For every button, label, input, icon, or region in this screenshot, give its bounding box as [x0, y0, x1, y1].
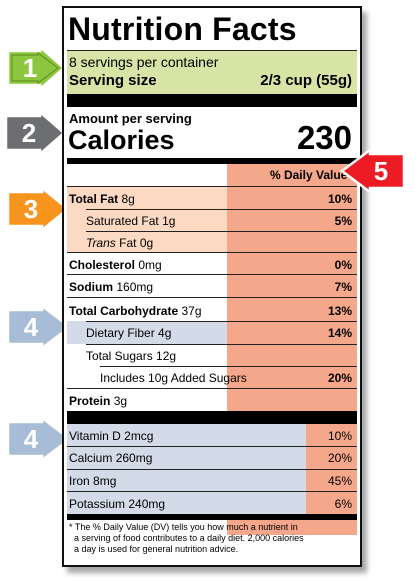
cholesterol-dv: 0%: [334, 258, 352, 272]
divider: [67, 491, 357, 492]
serving-band: [67, 51, 357, 94]
footnote-line-2: a serving of food contributes to a daily…: [74, 533, 304, 543]
calories-label: Calories: [68, 125, 175, 155]
total-fat-row: Total Fat 8g: [69, 192, 135, 206]
callout-1-arrow: 1: [6, 44, 66, 92]
callout-5-number: 5: [373, 156, 389, 186]
serving-size-value: 2/3 cup (55g): [260, 72, 352, 89]
callout-2-number: 2: [21, 118, 37, 148]
iron-dv: 45%: [327, 474, 352, 488]
total-carbohydrate-row: Total Carbohydrate 37g: [69, 304, 202, 318]
thick-divider: [67, 94, 357, 107]
divider: [67, 388, 357, 389]
amount-per-serving: Amount per serving: [69, 111, 192, 126]
total-carbohydrate-dv: 13%: [327, 304, 352, 318]
divider: [100, 366, 357, 367]
potassium-dv: 6%: [334, 497, 352, 511]
divider: [67, 446, 357, 447]
calcium-dv: 20%: [327, 451, 352, 465]
arrow-right-icon: [6, 185, 70, 233]
arrow-right-icon: [6, 44, 66, 92]
label-title: Nutrition Facts: [68, 11, 297, 47]
daily-value-header: % Daily Value*: [269, 168, 352, 182]
callout-5-arrow: 5: [339, 147, 406, 195]
footnote-line-3: a day is used for general nutrition advi…: [74, 544, 239, 554]
callout-3-arrow: 3: [6, 185, 70, 233]
iron-row: Iron 8mg: [69, 474, 117, 488]
potassium-row: Potassium 240mg: [69, 497, 166, 511]
sodium-dv: 7%: [334, 280, 352, 294]
divider: [67, 469, 357, 470]
divider: [86, 231, 357, 232]
divider: [67, 297, 357, 298]
arrow-left-icon: [339, 147, 406, 195]
fat-band: [67, 186, 227, 252]
trans-fat-row: Trans Fat 0g: [86, 236, 154, 250]
total-fat-dv: 10%: [327, 192, 352, 206]
added-sugars-dv: 20%: [327, 371, 352, 385]
servings-per-container: 8 servings per container: [69, 54, 219, 70]
total-sugars-row: Total Sugars 12g: [86, 349, 177, 363]
calcium-row: Calcium 260mg: [69, 451, 153, 465]
callout-4-arrow-fiber: 4: [6, 303, 73, 351]
arrow-right-icon: [6, 415, 73, 463]
sodium-row: Sodium 160mg: [69, 280, 154, 294]
fiber-band: [67, 321, 227, 344]
divider: [67, 252, 357, 253]
footnote-line-1: * The % Daily Value (DV) tells you how m…: [69, 522, 298, 532]
protein-row: Protein 3g: [69, 394, 128, 408]
divider: [86, 209, 357, 210]
calories-value: 230: [296, 119, 352, 156]
callout-4-number: 4: [23, 312, 39, 342]
arrow-right-icon: [4, 109, 66, 157]
callout-2-arrow: 2: [4, 109, 66, 157]
divider: [67, 186, 357, 187]
divider: [86, 321, 357, 322]
callout-4b-number: 4: [23, 424, 39, 454]
callout-4-arrow-vitamins: 4: [6, 415, 73, 463]
arrow-right-icon: [6, 303, 73, 351]
added-sugars-row: Includes 10g Added Sugars: [100, 371, 247, 385]
callout-3-number: 3: [23, 194, 39, 224]
serving-size-label: Serving size: [69, 72, 157, 89]
vitamin-d-dv: 10%: [327, 429, 352, 443]
vitamin-d-row: Vitamin D 2mcg: [69, 429, 154, 443]
thick-divider: [67, 411, 357, 424]
callout-1-number: 1: [22, 53, 38, 83]
saturated-fat-dv: 5%: [334, 214, 352, 228]
nutrition-facts-label: Nutrition Facts 8 servings per container…: [62, 6, 362, 567]
divider: [67, 274, 357, 275]
divider: [67, 50, 357, 51]
dietary-fiber-dv: 14%: [327, 326, 352, 340]
saturated-fat-row: Saturated Fat 1g: [86, 214, 176, 228]
medium-divider: [67, 514, 357, 520]
dietary-fiber-row: Dietary Fiber 4g: [86, 326, 172, 340]
cholesterol-row: Cholesterol 0mg: [69, 258, 162, 272]
divider: [86, 344, 357, 345]
medium-divider: [67, 158, 357, 164]
